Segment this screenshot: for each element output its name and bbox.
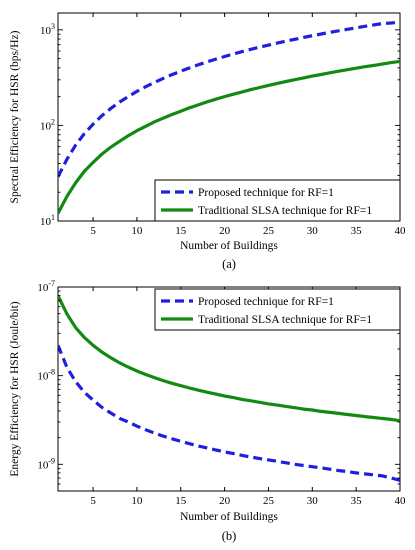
panel-caption: (b) bbox=[222, 529, 237, 543]
series-line-traditional bbox=[58, 294, 400, 423]
y-tick-label: 101 bbox=[40, 213, 55, 228]
chart-panel-a: 5 10 15 20 25 30 35 40 101 102 103 Number of Buildi… bbox=[9, 12, 407, 271]
y-tick-label: 102 bbox=[40, 117, 55, 132]
x-tick-label: 30 bbox=[307, 225, 319, 237]
legend-label: Proposed technique for RF=1 bbox=[198, 296, 334, 308]
x-tick-label: 10 bbox=[131, 495, 143, 507]
y-axis-label: Spectral Efficiency for HSR (bps/Hz) bbox=[9, 30, 21, 203]
x-tick-label: 25 bbox=[263, 225, 275, 237]
x-tick-label: 15 bbox=[175, 495, 187, 507]
legend-label: Traditional SLSA technique for RF=1 bbox=[198, 205, 372, 217]
y-tick-label: 10-8 bbox=[37, 368, 55, 383]
legend-box bbox=[154, 179, 401, 222]
x-tick-label: 35 bbox=[351, 225, 363, 237]
chart-panel-b: 5 10 15 20 25 30 35 40 10-9 10-8 10-7 Number of Bui… bbox=[9, 279, 406, 543]
series-line-proposed bbox=[58, 20, 400, 178]
x-tick-label: 15 bbox=[175, 225, 187, 237]
y-axis-label: Energy Efficiency for HSR (Joule/bit) bbox=[9, 301, 21, 476]
x-axis-label: Number of Buildings bbox=[180, 511, 278, 523]
x-tick-label: 35 bbox=[351, 495, 363, 507]
legend-label: Proposed technique for RF=1 bbox=[198, 187, 334, 199]
y-tick-label: 10-9 bbox=[37, 456, 55, 471]
y-tick-label: 10-7 bbox=[37, 279, 55, 294]
x-tick-label: 30 bbox=[307, 495, 319, 507]
legend-box bbox=[154, 288, 401, 331]
x-tick-label: 25 bbox=[263, 495, 275, 507]
legend-label: Traditional SLSA technique for RF=1 bbox=[198, 314, 372, 326]
x-tick-label: 20 bbox=[219, 225, 231, 237]
legend: Proposed technique for RF=1 Traditional S… bbox=[154, 288, 401, 331]
panel-caption: (a) bbox=[222, 257, 236, 271]
x-tick-label: 40 bbox=[395, 495, 407, 507]
series-line-traditional bbox=[58, 59, 400, 215]
x-tick-label: 40 bbox=[395, 225, 407, 237]
legend: Proposed technique for RF=1 Traditional S… bbox=[154, 179, 401, 222]
x-tick-label: 5 bbox=[90, 495, 96, 507]
x-axis-label: Number of Buildings bbox=[180, 240, 278, 252]
y-tick-label: 103 bbox=[40, 22, 55, 37]
x-tick-label: 10 bbox=[131, 225, 143, 237]
x-tick-label: 20 bbox=[219, 495, 231, 507]
series-line-proposed bbox=[58, 344, 400, 482]
x-tick-label: 5 bbox=[90, 225, 96, 237]
